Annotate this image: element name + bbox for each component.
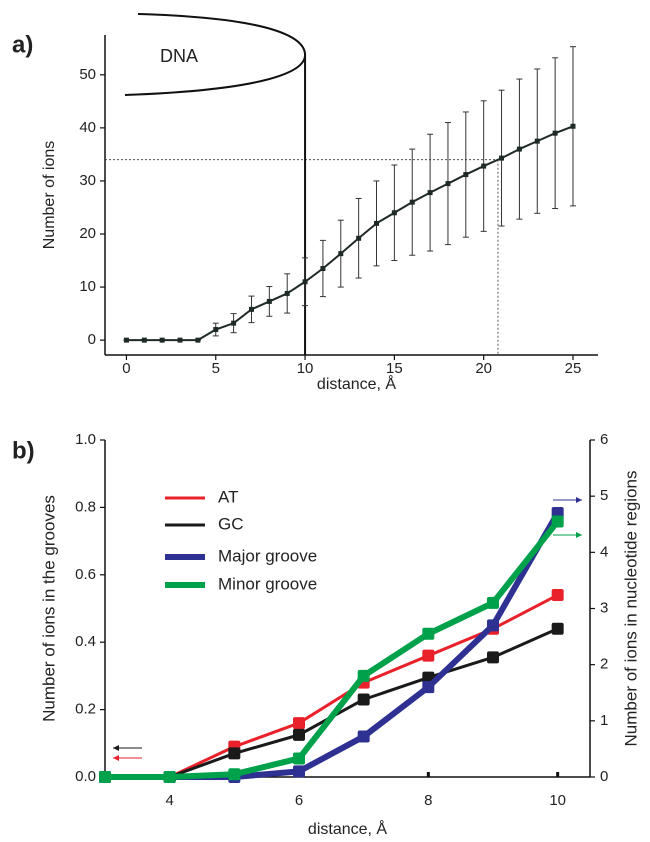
- axis-arrowhead: [113, 745, 119, 751]
- x-tick-label: 0: [122, 360, 130, 377]
- legend-label: Minor groove: [218, 574, 317, 593]
- y-tick-label: 20: [79, 225, 96, 242]
- y2-axis-title: Number of ions in nucleotide regions: [621, 471, 640, 747]
- y-axis-title: Number of ions: [41, 141, 58, 250]
- point-marker: [163, 771, 176, 783]
- point-marker: [213, 327, 219, 333]
- point-marker: [487, 651, 499, 664]
- y-tick-label: 50: [79, 66, 96, 83]
- axis-arrowhead: [576, 497, 582, 503]
- axis-arrowhead: [113, 755, 119, 761]
- point-marker: [195, 337, 201, 343]
- point-marker: [551, 622, 564, 635]
- point-marker: [463, 172, 469, 178]
- point-marker: [409, 199, 415, 205]
- point-marker: [487, 619, 499, 632]
- panel-label: b): [12, 437, 35, 464]
- dna-outline: [124, 13, 307, 96]
- dna-label: DNA: [160, 46, 198, 66]
- x-axis-title: distance, Å: [317, 374, 396, 393]
- point-marker: [534, 138, 540, 144]
- y-tick-label: 0.8: [75, 498, 96, 515]
- y2-tick-label: 2: [600, 656, 608, 673]
- point-marker: [357, 693, 370, 706]
- y-tick-label: 0.4: [75, 633, 96, 650]
- point-marker: [445, 181, 451, 187]
- y2-tick-label: 5: [600, 487, 608, 504]
- point-marker: [99, 771, 111, 783]
- axis-arrowhead: [576, 532, 582, 538]
- point-marker: [293, 717, 305, 730]
- legend-label: AT: [218, 487, 238, 506]
- x-tick-label: 10: [297, 360, 314, 377]
- point-marker: [228, 747, 241, 760]
- point-marker: [320, 265, 326, 271]
- y-axis-title: Number of ions in the grooves: [39, 495, 58, 722]
- point-marker: [499, 155, 505, 161]
- x-tick-label: 8: [424, 792, 432, 809]
- panel-label: a): [12, 31, 33, 58]
- point-marker: [284, 290, 290, 296]
- legend-label: GC: [218, 514, 244, 533]
- point-marker: [391, 210, 397, 216]
- y-tick-label: 30: [79, 172, 96, 189]
- point-marker: [357, 669, 370, 682]
- point-marker: [487, 596, 499, 609]
- point-marker: [302, 279, 308, 285]
- legend-label: Major groove: [218, 546, 317, 565]
- point-marker: [422, 649, 435, 662]
- point-marker: [266, 298, 272, 304]
- y-tick-label: 0.6: [75, 566, 96, 583]
- x-axis-title: distance, Å: [308, 819, 387, 838]
- point-marker: [551, 515, 564, 528]
- point-marker: [338, 251, 344, 257]
- point-marker: [570, 123, 576, 129]
- y2-tick-label: 3: [600, 599, 608, 616]
- point-marker: [228, 768, 241, 781]
- y-tick-label: 1.0: [75, 431, 96, 448]
- point-marker: [551, 589, 564, 602]
- point-marker: [481, 163, 487, 169]
- y-tick-label: 0: [88, 331, 96, 348]
- y2-tick-label: 6: [600, 431, 608, 448]
- series-line: [105, 519, 561, 780]
- x-tick-label: 6: [295, 792, 303, 809]
- point-marker: [231, 320, 237, 326]
- y2-tick-label: 4: [600, 543, 608, 560]
- y-tick-label: 0.2: [75, 701, 96, 718]
- point-marker: [293, 728, 305, 741]
- point-marker: [356, 235, 362, 241]
- point-marker: [293, 752, 305, 765]
- x-tick-label: 15: [386, 360, 403, 377]
- x-tick-label: 25: [565, 360, 582, 377]
- point-marker: [357, 730, 370, 743]
- point-marker: [159, 337, 165, 343]
- y2-tick-label: 0: [600, 768, 608, 785]
- x-tick-label: 10: [549, 792, 566, 809]
- x-tick-label: 20: [475, 360, 492, 377]
- point-marker: [293, 765, 305, 778]
- point-marker: [141, 337, 147, 343]
- point-marker: [123, 337, 129, 343]
- point-marker: [177, 337, 183, 343]
- y2-tick-label: 1: [600, 712, 608, 729]
- point-marker: [552, 130, 558, 136]
- series-line: [126, 125, 574, 342]
- point-marker: [427, 190, 433, 196]
- y-tick-label: 0.0: [75, 768, 96, 785]
- y-tick-label: 10: [79, 278, 96, 295]
- point-marker: [516, 146, 522, 152]
- point-marker: [422, 627, 435, 640]
- point-marker: [422, 681, 435, 694]
- x-tick-label: 4: [165, 792, 173, 809]
- y-tick-label: 40: [79, 119, 96, 136]
- x-tick-label: 5: [212, 360, 220, 377]
- point-marker: [248, 306, 254, 312]
- series-line: [105, 511, 561, 780]
- point-marker: [374, 220, 380, 226]
